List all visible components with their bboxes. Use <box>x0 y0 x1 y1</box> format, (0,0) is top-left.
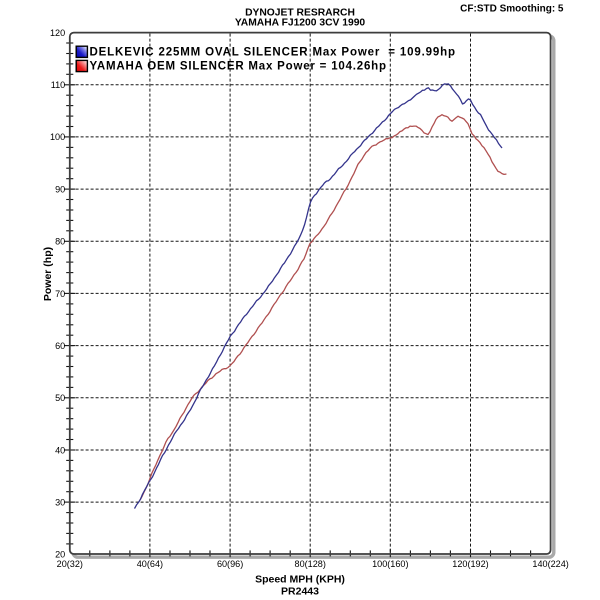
svg-text:PR2443: PR2443 <box>281 585 319 597</box>
svg-text:DELKEVIC 225MM OVAL SILENCER M: DELKEVIC 225MM OVAL SILENCER Max Power =… <box>90 46 456 58</box>
svg-text:20(32): 20(32) <box>57 559 83 569</box>
svg-text:50: 50 <box>55 393 65 403</box>
svg-text:30: 30 <box>55 497 65 507</box>
svg-text:140(224): 140(224) <box>532 559 568 569</box>
svg-text:80: 80 <box>55 237 65 247</box>
svg-text:110: 110 <box>51 80 66 90</box>
svg-text:40: 40 <box>55 445 65 455</box>
svg-text:90: 90 <box>55 184 65 194</box>
svg-text:120(192): 120(192) <box>452 559 488 569</box>
svg-text:60: 60 <box>55 341 65 351</box>
svg-text:YAMAHA OEM SILENCER Max Power: YAMAHA OEM SILENCER Max Power = 104.26hp <box>90 61 387 73</box>
svg-text:CF:STD Smoothing: 5: CF:STD Smoothing: 5 <box>460 4 564 15</box>
svg-text:Power (hp): Power (hp) <box>42 247 54 301</box>
svg-text:80(128): 80(128) <box>295 559 326 569</box>
svg-text:100(160): 100(160) <box>372 559 408 569</box>
svg-text:DYNOJET RESRARCH: DYNOJET RESRARCH <box>245 8 355 19</box>
svg-text:40(64): 40(64) <box>137 559 163 569</box>
svg-text:Speed MPH (KPH): Speed MPH (KPH) <box>255 573 345 585</box>
svg-text:120: 120 <box>50 28 65 38</box>
svg-text:YAMAHA FJ1200 3CV 1990: YAMAHA FJ1200 3CV 1990 <box>235 18 366 29</box>
svg-text:70: 70 <box>55 289 65 299</box>
svg-text:20: 20 <box>55 550 65 560</box>
svg-text:100: 100 <box>50 132 65 142</box>
svg-text:60(96): 60(96) <box>217 559 243 569</box>
